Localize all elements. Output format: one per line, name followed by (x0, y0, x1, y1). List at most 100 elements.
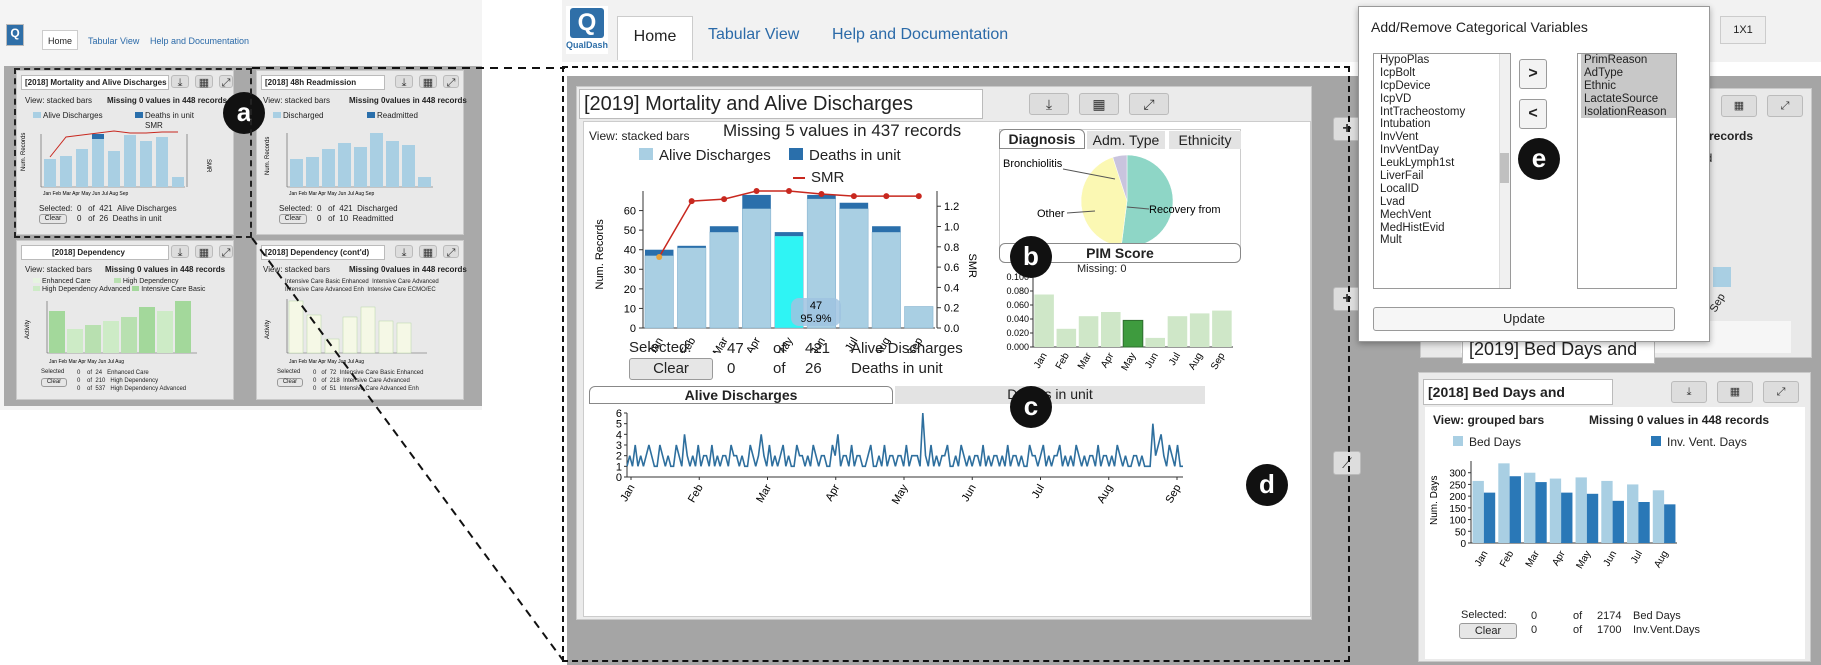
callout-e: e (1518, 138, 1560, 180)
tab-home[interactable]: Home (617, 16, 693, 60)
table-icon[interactable]: ▦ (1079, 93, 1119, 115)
bar-alive-sep (904, 306, 934, 329)
list-item[interactable]: IcpDevice (1380, 79, 1431, 92)
table-icon[interactable]: ▦ (1721, 95, 1757, 117)
table-icon[interactable]: ▦ (195, 75, 213, 89)
list-item[interactable]: Mult (1380, 234, 1402, 247)
download-icon[interactable]: ⤓ (171, 245, 189, 259)
expand-icon[interactable]: ⤢ (1767, 95, 1803, 117)
download-icon[interactable]: ⤓ (171, 75, 189, 89)
list-item[interactable]: InvVent (1380, 131, 1419, 144)
bed-y-tick-label: 250 (1449, 480, 1466, 491)
list-item[interactable]: HypoPlas (1380, 54, 1430, 66)
thumb-clear-button[interactable]: Clear (41, 378, 67, 387)
list-item[interactable]: LactateSource (1581, 92, 1676, 106)
download-icon[interactable]: ⤓ (395, 75, 413, 89)
ts-y-tick-label: 5 (616, 419, 622, 431)
list-item[interactable]: IntTracheostomy (1380, 105, 1466, 118)
list-item[interactable]: AdType (1581, 66, 1676, 80)
list-item[interactable]: PrimReason (1581, 54, 1676, 67)
thumb-selected: Selected: (279, 204, 313, 213)
main-card-mortality: [2019] Mortality and Alive Discharges ⤓ … (576, 86, 1361, 620)
bg-bar (1713, 267, 1731, 287)
thumb-readmission-chart: Num. Records Jan Feb Mar Apr May Jun Jul… (265, 133, 433, 197)
bed-x-tick-label: Jun (1602, 549, 1620, 568)
thumb-clear-button[interactable]: Clear (277, 378, 303, 387)
list-item[interactable]: IcpBolt (1380, 66, 1416, 79)
list-item[interactable]: IsolationReason (1581, 105, 1676, 119)
ts-line (626, 412, 1183, 468)
s2l: Intensive Care Advanced Enh (339, 386, 419, 392)
expand-icon[interactable]: ⤢ (1763, 381, 1799, 403)
selected-variables-list[interactable]: PrimReason AdType Ethnic LactateSource Isola… (1577, 53, 1677, 289)
list-item[interactable]: Ethnic (1581, 79, 1676, 93)
table-icon[interactable]: ▦ (195, 245, 213, 259)
tab-diagnosis[interactable]: Diagnosis (999, 129, 1085, 149)
table-icon[interactable]: ▦ (419, 75, 437, 89)
add-variable-button[interactable]: > (1519, 59, 1547, 89)
bed-clear-button[interactable]: Clear (1459, 623, 1517, 639)
download-icon[interactable]: ⤓ (1671, 381, 1707, 403)
legend-deaths-in-unit: Deaths in unit (789, 147, 901, 164)
expand-icon[interactable]: ⤢ (443, 245, 459, 259)
small-tab-tabular[interactable]: Tabular View (88, 36, 140, 46)
legend-dep-1: High Dependency (122, 278, 179, 285)
svg-text:Jan Feb Mar Apr May Jun Jul Au: Jan Feb Mar Apr May Jun Jul Aug (289, 359, 364, 365)
r0o: of (87, 370, 93, 376)
bed-bar-bed-mar (1524, 472, 1536, 543)
list-item[interactable]: MedHistEvid (1380, 221, 1445, 234)
list-item[interactable]: Lvad (1380, 195, 1405, 208)
table-icon[interactable]: ▦ (419, 245, 437, 259)
remove-variable-button[interactable]: < (1519, 99, 1547, 129)
legend-dep2-3: Intensive Care ECMO/EC (367, 287, 436, 293)
tab-ethnicity[interactable]: Ethnicity (1169, 131, 1241, 149)
bed-row2-label: Inv.Vent.Days (1633, 624, 1701, 636)
diagnosis-pie[interactable]: Recovery from Other Bronchiolitis (999, 149, 1241, 249)
table-icon[interactable]: ▦ (1717, 381, 1753, 403)
download-icon[interactable]: ⤓ (395, 245, 413, 259)
list-item[interactable]: Intubation (1380, 118, 1431, 131)
r2c: 0 (77, 386, 81, 392)
clear-button[interactable]: Clear (629, 358, 713, 380)
thumb-missing: Missing 0 values in 448 records (105, 265, 226, 274)
update-button[interactable]: Update (1373, 307, 1675, 331)
expand-icon[interactable]: ⤢ (219, 245, 233, 259)
list-item[interactable]: MechVent (1380, 208, 1432, 221)
list-item[interactable]: IcpVD (1380, 92, 1412, 105)
thumb-clear-button[interactable]: Clear (279, 214, 307, 224)
tab-adm-type[interactable]: Adm. Type (1087, 131, 1165, 149)
r1t: 210 (95, 378, 106, 384)
thumb-title: [2018] Dependency (21, 245, 169, 260)
bg-1x1[interactable]: 1X1 (1720, 16, 1766, 44)
mortality-chart[interactable]: 0 10 20 30 40 50 60 0.0 0.2 0.4 0.6 0.8 1.0 1.2 Num. R… (583, 183, 983, 353)
expand-icon[interactable]: ⤢ (1129, 93, 1169, 115)
small-tab-home[interactable]: Home (42, 30, 78, 50)
pim-bar-sep (1212, 310, 1232, 347)
download-icon[interactable]: ⤓ (1029, 93, 1069, 115)
bed-bar-inv-mar (1535, 482, 1547, 543)
ts-tab-alive[interactable]: Alive Discharges (589, 386, 893, 404)
thumb-clear-button[interactable]: Clear (39, 214, 67, 224)
smr-point (915, 193, 922, 200)
list-item[interactable]: LocalID (1380, 182, 1419, 195)
y2-tick-label: 1.2 (944, 201, 959, 213)
expand-icon[interactable]: ⤢ (443, 75, 459, 89)
small-logo[interactable]: Q (6, 24, 24, 46)
available-scroll-thumb[interactable] (1500, 153, 1509, 183)
expand-icon[interactable]: ⤢ (219, 75, 233, 89)
timeseries-icon[interactable]: ⟋ (1333, 451, 1361, 475)
available-variables-list[interactable]: HypoPlas IcpBolt IcpDevice IcpVD IntTracheos… (1373, 53, 1511, 289)
list-item[interactable]: InvVentDay (1380, 144, 1439, 157)
tab-tabular-view[interactable]: Tabular View (708, 26, 800, 43)
bed-x-tick-label: Apr (1550, 548, 1568, 568)
small-tab-help[interactable]: Help and Documentation (150, 36, 250, 46)
tab-help[interactable]: Help and Documentation (832, 26, 1009, 43)
legend-bed-text: Bed Days (1469, 435, 1522, 449)
list-item[interactable]: LiverFail (1380, 170, 1424, 183)
bed-y-tick-label: 200 (1449, 492, 1466, 503)
app-logo[interactable]: Q QualDash (566, 6, 608, 54)
list-item[interactable]: LeukLymph1st (1380, 157, 1455, 170)
